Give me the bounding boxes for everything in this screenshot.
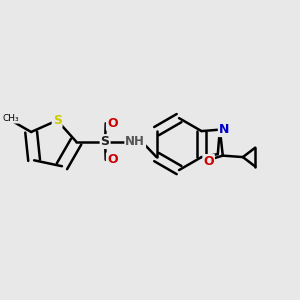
Text: S: S — [100, 135, 109, 148]
Text: O: O — [107, 153, 118, 167]
Text: N: N — [219, 123, 229, 136]
Text: CH₃: CH₃ — [2, 114, 19, 123]
Text: NH: NH — [125, 135, 145, 148]
Text: O: O — [203, 155, 214, 168]
Text: O: O — [107, 117, 118, 130]
Text: S: S — [52, 114, 62, 127]
